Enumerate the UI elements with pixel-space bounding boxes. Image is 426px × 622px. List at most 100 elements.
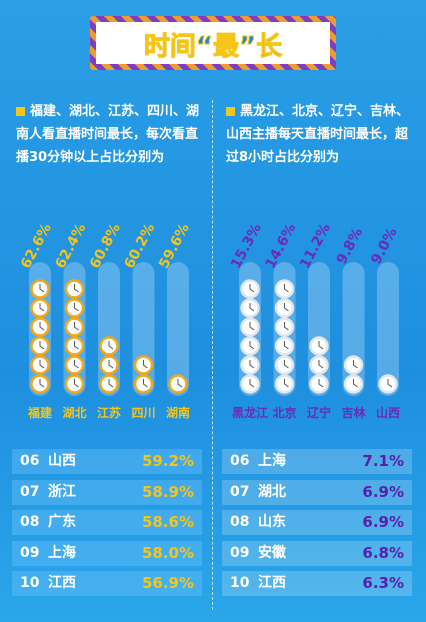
region: 山东 [258, 514, 286, 530]
clock-hands [284, 341, 289, 350]
clock-hands [249, 284, 255, 293]
clock-stack [378, 374, 398, 394]
category-label: 湖南 [166, 405, 190, 420]
clock-hands [108, 341, 114, 350]
clock-hands [318, 379, 324, 388]
region: 浙江 [48, 483, 76, 500]
value: 58.9% [141, 482, 194, 501]
tube [167, 262, 189, 396]
clock-stack [168, 374, 188, 394]
clock-hands [39, 341, 45, 350]
ranking-row: 07 湖北 6.9% [222, 479, 412, 505]
value: 6.9% [362, 513, 404, 531]
subtitle: 黑龙江、北京、辽宁、吉林、山西主播每天直播时间最长，超过8小时占比分别为 [226, 104, 410, 165]
rank: 09 [230, 544, 250, 561]
ranking-row: 08 山东 6.9% [222, 510, 412, 535]
clock-hands [318, 341, 324, 350]
rank: 09 [20, 544, 40, 561]
region: 安徽 [258, 544, 286, 561]
bullet [226, 107, 235, 116]
clock-hands [143, 379, 148, 388]
value-label: 9.8% [334, 225, 366, 267]
clock-stack [133, 355, 154, 394]
value: 58.6% [141, 513, 194, 531]
value: 56.9% [141, 574, 194, 592]
ranking-row: 07 浙江 58.9% [12, 479, 202, 505]
clock-stack [99, 336, 119, 394]
category-label: 四川 [131, 406, 155, 420]
category-label: 福建 [27, 405, 53, 420]
ranking-row: 09 安徽 6.8% [222, 540, 412, 566]
clock-hands [74, 360, 79, 369]
category-label: 吉林 [341, 405, 365, 420]
ranking-row: 06 山西 59.2% [12, 449, 202, 474]
region: 广东 [48, 514, 76, 530]
clock-hands [284, 303, 289, 312]
clock-hands [249, 303, 255, 312]
clock-hands [108, 360, 114, 369]
category-label: 江苏 [97, 405, 121, 420]
charts: 62.6%福建62.4%湖北60.8%江苏60.2%四川59.6%湖南15.3%… [18, 221, 401, 420]
value: 59.2% [141, 452, 194, 470]
clock-hands [74, 341, 79, 350]
clock-stack [343, 355, 364, 394]
clock-hands [74, 303, 79, 312]
category-label: 湖北 [62, 405, 86, 420]
rank: 06 [230, 453, 250, 469]
clock-hands [143, 360, 148, 369]
category-label: 北京 [272, 405, 296, 420]
clock-stack [274, 279, 295, 394]
clock-hands [74, 284, 79, 293]
divider [212, 100, 213, 610]
clock-hands [74, 322, 79, 331]
clock-hands [249, 322, 255, 331]
value: 6.8% [362, 543, 404, 562]
clock-hands [353, 379, 358, 388]
rank: 06 [20, 453, 40, 469]
clock-hands [39, 284, 45, 293]
region: 江西 [48, 575, 76, 591]
clock-hands [39, 303, 45, 312]
clock-hands [387, 379, 393, 388]
clock-hands [74, 379, 79, 388]
clock-hands [353, 360, 358, 369]
value-label: 9.0% [368, 225, 400, 267]
value: 58.0% [141, 543, 194, 562]
clock-hands [39, 322, 45, 331]
clock-stack [309, 336, 329, 394]
region: 湖北 [258, 483, 286, 500]
rank: 07 [230, 483, 250, 500]
clock-stack [240, 279, 260, 394]
rank: 10 [20, 575, 40, 591]
bullet [16, 107, 25, 116]
clock-hands [39, 360, 45, 369]
clock-hands [39, 379, 45, 388]
clock-hands [249, 341, 255, 350]
tube [377, 262, 399, 396]
rank: 10 [230, 575, 250, 591]
region: 上海 [258, 453, 286, 469]
clock-hands [318, 360, 324, 369]
ranking-row: 06 上海 7.1% [222, 449, 412, 474]
category-label: 黑龙江 [232, 405, 268, 420]
clock-hands [249, 360, 255, 369]
rank: 08 [230, 514, 250, 530]
clock-hands [249, 379, 255, 388]
title-banner: 时间“最”长 [90, 16, 336, 70]
clock-hands [284, 284, 289, 293]
subtitle: 福建、湖北、江苏、四川、湖南人看直播时间最长，每次看直播30分钟以上占比分别为 [16, 104, 200, 165]
ranking-row: 08 广东 58.6% [12, 510, 202, 535]
value: 6.9% [362, 482, 404, 501]
clock-stack [64, 279, 85, 394]
clock-hands [108, 379, 114, 388]
clock-hands [284, 322, 289, 331]
clock-hands [284, 379, 289, 388]
value: 7.1% [362, 452, 404, 470]
category-label: 辽宁 [307, 405, 331, 420]
title: 时间“最”长 [143, 32, 283, 63]
category-label: 山西 [376, 405, 400, 420]
clock-hands [177, 379, 183, 388]
region: 江西 [258, 575, 286, 591]
rank: 08 [20, 514, 40, 530]
